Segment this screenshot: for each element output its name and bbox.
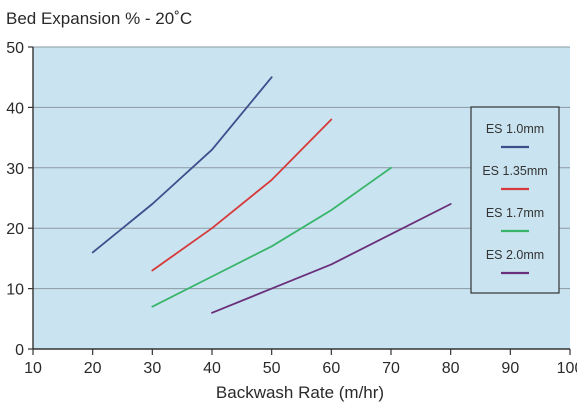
chart-title: Bed Expansion % - 20˚C: [6, 9, 192, 28]
legend-label: ES 1.0mm: [486, 122, 544, 136]
legend-label: ES 2.0mm: [486, 248, 544, 262]
legend-label: ES 1.7mm: [486, 206, 544, 220]
x-tick-label: 70: [382, 360, 400, 377]
series-line-1: [151, 118, 333, 272]
series-line-0: [91, 76, 273, 254]
y-tick-label: 30: [6, 161, 24, 178]
series-line-2: [151, 166, 392, 308]
y-tick-label: 0: [15, 342, 24, 359]
x-tick-label: 10: [24, 360, 42, 377]
x-tick-label: 30: [143, 360, 161, 377]
y-axis-ticks: 0 10 20 30 40 50: [6, 40, 33, 359]
x-tick-label: 80: [442, 360, 460, 377]
y-tick-label: 40: [6, 100, 24, 117]
x-tick-label: 100: [557, 360, 577, 377]
series-lines: [91, 76, 452, 314]
x-tick-label: 50: [263, 360, 281, 377]
y-tick-label: 50: [6, 40, 24, 57]
x-axis-label: Backwash Rate (m/hr): [216, 383, 384, 402]
x-tick-label: 60: [322, 360, 340, 377]
x-tick-label: 90: [501, 360, 519, 377]
legend-label: ES 1.35mm: [482, 164, 547, 178]
legend-box: [470, 106, 560, 294]
y-tick-label: 10: [6, 282, 24, 299]
series-line-3: [211, 203, 452, 314]
y-tick-label: 20: [6, 221, 24, 238]
x-axis-ticks: 10 20 30 40 50 60 70 80 90 100: [24, 349, 577, 377]
legend: ES 1.0mm ES 1.35mm ES 1.7mm ES 2.0mm: [470, 106, 560, 294]
x-tick-label: 20: [84, 360, 102, 377]
x-tick-label: 40: [203, 360, 221, 377]
